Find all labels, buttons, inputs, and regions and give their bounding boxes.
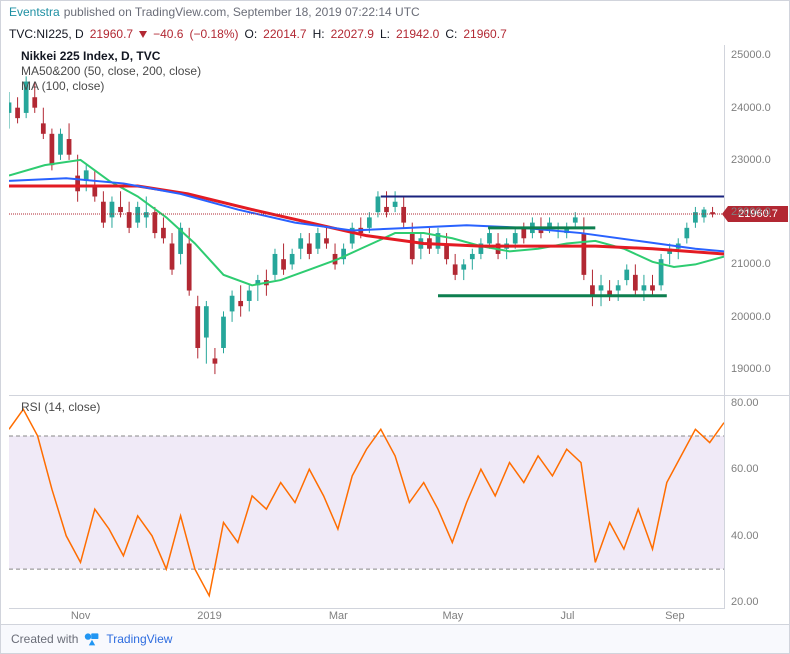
y-tick: 20.00	[731, 596, 759, 608]
c-label: C:	[445, 27, 457, 41]
rsi-legend: RSI (14, close)	[21, 400, 100, 415]
change-pct: (−0.18%)	[189, 27, 238, 41]
c-val: 21960.7	[463, 27, 506, 41]
price-legend: Nikkei 225 Index, D, TVC MA50&200 (50, c…	[21, 49, 201, 94]
tradingview-icon	[84, 632, 100, 646]
o-val: 22014.7	[263, 27, 306, 41]
ohlc-bar: TVC:NI225, D 21960.7 −40.6 (−0.18%) O: 22…	[1, 23, 789, 45]
chart-root: Eventstra published on TradingView.com, …	[0, 0, 790, 654]
symbol: TVC:NI225, D	[9, 27, 84, 41]
time-axis: Nov 2019 Mar May Jul Sep	[9, 608, 725, 625]
x-tick: Mar	[329, 610, 348, 622]
y-tick: 60.00	[731, 463, 759, 475]
footer-brand: TradingView	[106, 632, 172, 646]
y-tick: 23000.0	[731, 154, 771, 166]
rsi-pane[interactable]: RSI (14, close)	[9, 395, 725, 609]
footer: Created with TradingView	[1, 624, 789, 653]
l-val: 21942.0	[396, 27, 439, 41]
y-tick: 19000.0	[731, 363, 771, 375]
x-tick: Jul	[560, 610, 574, 622]
y-tick: 40.00	[731, 530, 759, 542]
price-pane[interactable]: Nikkei 225 Index, D, TVC MA50&200 (50, c…	[9, 45, 725, 395]
rsi-axis: 20.00 40.00 60.00 80.00	[725, 395, 789, 609]
x-tick: May	[443, 610, 464, 622]
top-header: Eventstra published on TradingView.com, …	[1, 1, 789, 23]
y-tick: 24000.0	[731, 102, 771, 114]
publisher: Eventstra	[9, 5, 60, 19]
h-label: H:	[313, 27, 325, 41]
x-tick: Sep	[665, 610, 685, 622]
x-tick: 2019	[197, 610, 221, 622]
y-tick: 80.00	[731, 397, 759, 409]
change: −40.6	[153, 27, 183, 41]
h-val: 22027.9	[331, 27, 374, 41]
triangle-down-icon	[139, 31, 147, 38]
last-price-line	[9, 214, 724, 215]
legend-line1: MA50&200 (50, close, 200, close)	[21, 64, 201, 79]
price-axis: 19000.0 20000.0 21000.0 22000.0 23000.0 24000…	[725, 45, 789, 395]
y-tick: 25000.0	[731, 49, 771, 61]
o-label: O:	[245, 27, 258, 41]
last-price: 21960.7	[90, 27, 133, 41]
legend-line2: MA (100, close)	[21, 79, 201, 94]
footer-text: Created with	[11, 632, 78, 646]
panes: Nikkei 225 Index, D, TVC MA50&200 (50, c…	[1, 45, 789, 625]
y-tick: 20000.0	[731, 311, 771, 323]
y-tick: 21000.0	[731, 258, 771, 270]
l-label: L:	[380, 27, 390, 41]
y-tick: 22000.0	[731, 206, 771, 218]
x-tick: Nov	[71, 610, 91, 622]
rsi-legend-text: RSI (14, close)	[21, 400, 100, 415]
publish-meta: published on TradingView.com, September …	[64, 5, 420, 19]
legend-title: Nikkei 225 Index, D, TVC	[21, 49, 201, 64]
